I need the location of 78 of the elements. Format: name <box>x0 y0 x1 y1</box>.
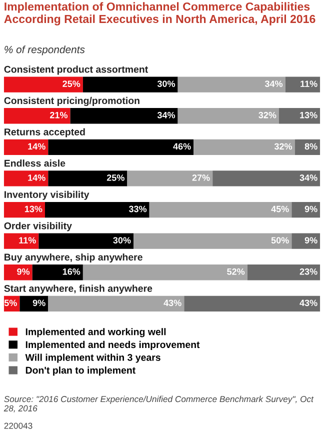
data-label: 11% <box>19 237 36 244</box>
bar <box>4 76 83 92</box>
bar <box>292 202 320 218</box>
data-label: 30% <box>113 237 131 244</box>
y-tick-label: Order visibility <box>4 222 72 232</box>
bar <box>70 108 178 124</box>
data-label: 32% <box>258 112 276 118</box>
data-label: 11% <box>300 80 318 87</box>
bar <box>4 233 39 249</box>
data-label: 21% <box>50 112 68 118</box>
data-label: 13% <box>24 206 42 212</box>
data-label: 9% <box>17 268 30 275</box>
bar <box>285 76 320 92</box>
data-label: 45% <box>271 206 289 212</box>
data-label: 32% <box>274 143 292 150</box>
bar <box>178 108 280 124</box>
bar <box>38 233 134 249</box>
bar <box>44 202 150 218</box>
data-label: 9% <box>304 237 318 244</box>
data-label: 14% <box>28 174 46 181</box>
legend-label: Will implement within 3 years <box>25 354 160 363</box>
bar <box>48 139 194 155</box>
data-label: 43% <box>300 300 318 306</box>
legend-label: Don't plan to implement <box>26 366 136 376</box>
legend-label: Implemented and working well <box>26 328 166 338</box>
data-label: 13% <box>300 112 318 118</box>
y-tick-label: Endless aisle <box>4 160 66 167</box>
y-tick-label: Consistent product assortment <box>4 66 148 75</box>
bar <box>247 264 320 280</box>
data-label: 34% <box>264 80 283 88</box>
data-label: 34% <box>157 112 176 118</box>
data-label: 9% <box>32 300 46 306</box>
y-tick-label: Consistent pricing/promotion <box>4 96 140 106</box>
data-label: 33% <box>128 206 147 212</box>
y-tick-label: Inventory visibility <box>4 190 90 200</box>
data-label: 16% <box>62 268 80 275</box>
bar <box>82 76 178 92</box>
bar <box>4 202 45 218</box>
data-label: 23% <box>300 268 318 275</box>
y-tick-label: Start anywhere, finish anywhere <box>4 284 152 294</box>
bar <box>4 170 48 186</box>
y-tick-label: Returns accepted <box>4 128 85 138</box>
data-label: 25% <box>106 174 124 181</box>
chart-subtitle: % of respondents <box>4 46 85 56</box>
bar <box>4 108 70 124</box>
bar <box>4 139 48 155</box>
data-label: 8% <box>304 143 318 150</box>
bar <box>134 233 292 249</box>
data-label: 52% <box>227 268 245 275</box>
source-note: Source: "2016 Customer Experience/Unified Commerce Benchmark Survey", Oct 28, 2016 <box>4 396 314 412</box>
data-label: 9% <box>304 206 318 212</box>
bar <box>20 296 48 312</box>
bar <box>48 296 184 312</box>
data-label: 5% <box>4 300 17 306</box>
data-label: 46% <box>173 143 191 150</box>
legend-label: Implemented and needs improvement <box>26 340 200 350</box>
bar <box>279 108 320 124</box>
bar <box>194 139 295 155</box>
text: 220043 <box>4 422 32 429</box>
bar <box>184 296 320 312</box>
bar <box>212 170 320 186</box>
bar <box>127 170 213 186</box>
y-tick-label: Buy anywhere, ship anywhere <box>4 253 142 263</box>
chart-title: Implementation of Omnichannel Commerce Capabilities According Retail Executives in North America, April 2016 <box>4 2 316 26</box>
data-label: 43% <box>164 300 182 306</box>
bar <box>292 233 320 249</box>
bar <box>178 76 286 92</box>
bar <box>149 202 292 218</box>
bar <box>32 264 83 280</box>
bar <box>82 264 248 280</box>
data-label: 14% <box>28 143 46 150</box>
bar <box>4 264 32 280</box>
data-label: 30% <box>157 80 176 88</box>
data-label: 27% <box>192 174 210 181</box>
data-label: 34% <box>300 174 318 181</box>
bar <box>48 170 128 186</box>
data-label: 50% <box>271 237 289 244</box>
data-label: 25% <box>62 80 80 87</box>
